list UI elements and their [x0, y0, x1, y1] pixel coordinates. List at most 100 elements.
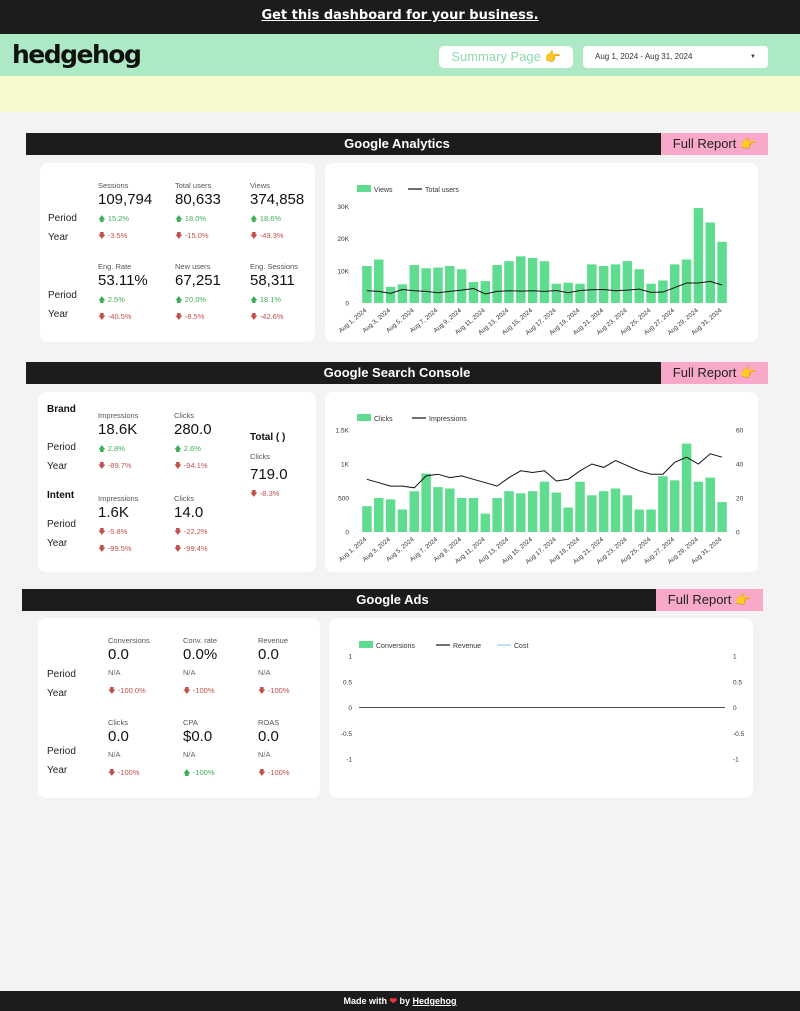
series-line-total-users: [366, 280, 723, 295]
bar: [705, 222, 715, 303]
year-label: Year: [47, 538, 68, 549]
total-label: Total ( ): [250, 432, 286, 443]
arrow-down-icon: 🡇: [183, 686, 191, 695]
bar: [492, 498, 502, 532]
y-tick-label: -1: [346, 757, 352, 764]
arrow-up-icon: 🡅: [98, 295, 106, 304]
arrow-down-icon: 🡇: [175, 231, 183, 240]
sessions-period-change: 🡅 15.2%: [98, 214, 130, 223]
analytics-full-report-button[interactable]: Full Report 👉: [661, 133, 768, 155]
clicks-label: Clicks: [174, 411, 194, 420]
analytics-chart-card: Views Total users 0 10K 20K 30K Aug 1, 2024 Aug…: [325, 163, 758, 342]
bar: [717, 241, 727, 303]
period-label: Period: [47, 746, 76, 757]
bar: [433, 267, 443, 303]
clicks-value: 14.0: [174, 504, 204, 521]
conversions-period-na: N/A: [108, 668, 121, 677]
y2-tick-label: 0: [736, 530, 740, 537]
cpa-period-na: N/A: [183, 750, 196, 759]
year-label: Year: [47, 688, 68, 699]
impressions-value: 18.6K: [98, 421, 138, 438]
eng-sessions-value: 58,311: [250, 272, 295, 289]
get-dashboard-link[interactable]: Get this dashboard for your business.: [261, 8, 539, 23]
bar: [575, 283, 585, 303]
ads-full-report-button[interactable]: Full Report 👉: [656, 589, 763, 611]
made-with-text: Made with: [343, 996, 390, 1006]
impressions-period-change: 🡇 -5.8%: [98, 527, 128, 536]
sessions-value: 109,794: [98, 191, 153, 208]
ads-metrics-card: Period Year Period Year Conversions 0.0 N/…: [38, 618, 320, 798]
impressions-period-change: 🡅 2.8%: [98, 444, 125, 453]
arrow-down-icon: 🡇: [108, 686, 116, 695]
conv-rate-value: 0.0%: [183, 646, 218, 663]
period-label: Period: [47, 669, 76, 680]
bar: [539, 261, 550, 303]
bar: [362, 506, 372, 532]
eng-rate-year-change: 🡇 -40.5%: [98, 312, 132, 321]
period-label: Period: [47, 442, 76, 453]
arrow-down-icon: 🡇: [98, 527, 106, 536]
y2-tick-label: -1: [733, 757, 739, 764]
y-tick-label: 1K: [341, 462, 350, 469]
y2-tick-label: 20: [736, 496, 744, 503]
y-tick-label: 0: [345, 530, 349, 537]
intent-label: Intent: [47, 490, 75, 501]
total-users-year-change: 🡇 -15.0%: [175, 231, 209, 240]
y2-tick-label: -0.5: [733, 731, 745, 738]
eng-sessions-period-change: 🡅 18.1%: [250, 295, 282, 304]
bar: [504, 261, 514, 303]
bar: [433, 487, 443, 532]
bar: [551, 283, 562, 303]
year-label: Year: [47, 765, 68, 776]
bar: [669, 480, 680, 532]
y2-tick-label: 0: [733, 705, 737, 712]
y2-tick-label: 40: [736, 462, 744, 469]
views-value: 374,858: [250, 191, 305, 208]
y-tick-label: -0.5: [341, 731, 353, 738]
arrow-down-icon: 🡇: [175, 312, 183, 321]
bar: [468, 498, 479, 532]
sessions-label: Sessions: [98, 181, 129, 190]
legend-swatch-clicks: [357, 414, 371, 421]
eng-sessions-year-change: 🡇 -42.6%: [250, 312, 284, 321]
analytics-section-title: Google Analytics: [26, 133, 768, 155]
year-label: Year: [48, 232, 69, 243]
date-range-select[interactable]: Aug 1, 2024 - Aug 31, 2024 ▼: [583, 46, 768, 68]
bar: [705, 477, 715, 532]
bar: [622, 261, 633, 303]
bar: [362, 265, 372, 303]
bar: [409, 265, 420, 303]
arrow-down-icon: 🡇: [108, 768, 116, 777]
bar: [669, 264, 680, 303]
bar: [374, 498, 384, 532]
bar: [598, 491, 609, 532]
conversions-value: 0.0: [108, 646, 129, 663]
footer: Made with ❤ by Hedgehog: [0, 991, 800, 1011]
hedgehog-link[interactable]: Hedgehog: [412, 996, 457, 1006]
legend-label-impressions: Impressions: [429, 416, 467, 423]
ads-section-title: Google Ads: [22, 589, 763, 611]
revenue-year-change: 🡇 -100%: [258, 686, 290, 695]
bar: [385, 286, 396, 303]
summary-page-button[interactable]: Summary Page 👉: [439, 46, 573, 68]
legend-label-cost: Cost: [514, 643, 528, 650]
views-year-change: 🡇 -49.3%: [250, 231, 284, 240]
bar: [445, 488, 455, 532]
top-banner: Get this dashboard for your business.: [0, 0, 800, 34]
cpa-year-change: 🡅 -100%: [183, 768, 215, 777]
arrow-down-icon: 🡇: [250, 312, 258, 321]
arrow-down-icon: 🡇: [174, 544, 182, 553]
arrow-down-icon: 🡇: [98, 312, 106, 321]
arrow-up-icon: 🡅: [175, 295, 183, 304]
bar: [587, 264, 597, 303]
eng-sessions-label: Eng. Sessions: [250, 262, 298, 271]
y-tick-label: 0: [345, 301, 349, 308]
arrow-down-icon: 🡇: [250, 231, 258, 240]
clicks-label: Clicks: [108, 718, 128, 727]
arrow-down-icon: 🡇: [174, 461, 182, 470]
eng-rate-period-change: 🡅 2.5%: [98, 295, 125, 304]
search-console-full-report-button[interactable]: Full Report 👉: [661, 362, 768, 384]
bar: [516, 493, 526, 532]
period-label: Period: [47, 519, 76, 530]
